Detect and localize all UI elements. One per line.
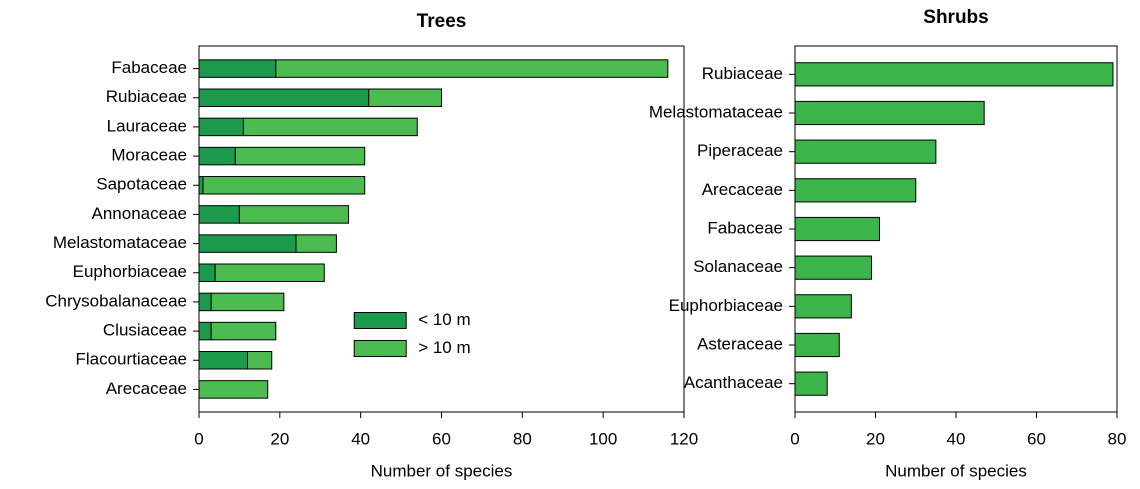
bar-segment [198, 88, 370, 107]
y-tick-label: Solanaceae [693, 257, 783, 276]
bar-segment [198, 380, 269, 399]
legend-swatch [353, 340, 407, 357]
x-tick-label: 20 [270, 429, 289, 448]
bar-segment [198, 321, 212, 341]
x-axis-label: Number of species [885, 461, 1027, 480]
x-tick-label: 20 [866, 429, 885, 448]
bar-segment [202, 176, 366, 195]
bar-segment [214, 263, 325, 282]
x-axis-label: Number of species [371, 461, 513, 480]
y-tick-label: Euphorbiaceae [73, 262, 187, 281]
legend-label: < 10 m [418, 310, 470, 329]
bar [794, 255, 872, 280]
bar-segment [247, 351, 273, 370]
bar-segment [198, 351, 248, 370]
bar-segment [198, 234, 297, 253]
y-tick-label: Moraceae [111, 146, 187, 165]
y-tick-label: Annonaceae [92, 204, 187, 223]
bar-segment [275, 59, 669, 78]
y-tick-label: Rubiaceae [702, 64, 783, 83]
bar [794, 62, 1114, 87]
bar-segment [198, 292, 212, 312]
x-tick-label: 60 [432, 429, 451, 448]
legend-swatch [353, 312, 407, 329]
y-tick-label: Arecaceae [106, 379, 187, 398]
y-tick-label: Arecaceae [702, 180, 783, 199]
y-tick-label: Melastomataceae [649, 102, 783, 121]
bar-segment [368, 88, 442, 107]
bar [794, 178, 917, 203]
bar-segment [295, 234, 337, 253]
y-tick-label: Melastomataceae [53, 233, 187, 252]
y-tick-label: Piperaceae [697, 141, 783, 160]
y-tick-label: Chrysobalanaceae [45, 291, 187, 310]
bar-segment [242, 117, 418, 137]
x-tick-label: 80 [513, 429, 532, 448]
bar-segment [198, 146, 236, 166]
y-tick-label: Rubiaceae [106, 87, 187, 106]
bar-segment [234, 146, 366, 166]
x-tick-label: 40 [947, 429, 966, 448]
bar [794, 139, 937, 164]
bar [794, 332, 840, 358]
y-tick-label: Euphorbiaceae [669, 296, 783, 315]
y-tick-label: Fabaceae [707, 218, 783, 237]
chart-title: Shrubs [923, 7, 988, 28]
x-tick-label: 120 [670, 429, 698, 448]
bar-segment [198, 205, 240, 224]
y-tick-label: Acanthaceae [684, 373, 783, 392]
bar [794, 294, 852, 319]
y-tick-label: Fabaceae [111, 58, 187, 77]
bar-segment [198, 117, 244, 137]
bar [794, 100, 985, 126]
bar [794, 216, 881, 242]
bar-segment [210, 321, 277, 341]
y-tick-label: Asteraceae [697, 334, 783, 353]
x-tick-label: 60 [1027, 429, 1046, 448]
y-tick-label: Clusiaceae [103, 321, 187, 340]
bar-segment [198, 59, 277, 78]
y-tick-label: Lauraceae [107, 116, 187, 135]
x-tick-label: 0 [194, 429, 203, 448]
x-tick-label: 40 [351, 429, 370, 448]
x-tick-label: 100 [589, 429, 617, 448]
bar-segment [210, 292, 285, 312]
bar-segment [198, 263, 216, 282]
y-tick-label: Sapotaceae [96, 175, 187, 194]
bar-segment [198, 176, 204, 195]
x-tick-label: 0 [790, 429, 799, 448]
x-tick-label: 80 [1108, 429, 1127, 448]
y-tick-label: Flacourtiaceae [75, 350, 187, 369]
bar [794, 371, 828, 396]
legend-label: > 10 m [418, 338, 470, 357]
chart-title: Trees [417, 11, 467, 32]
bar-segment [238, 205, 350, 224]
